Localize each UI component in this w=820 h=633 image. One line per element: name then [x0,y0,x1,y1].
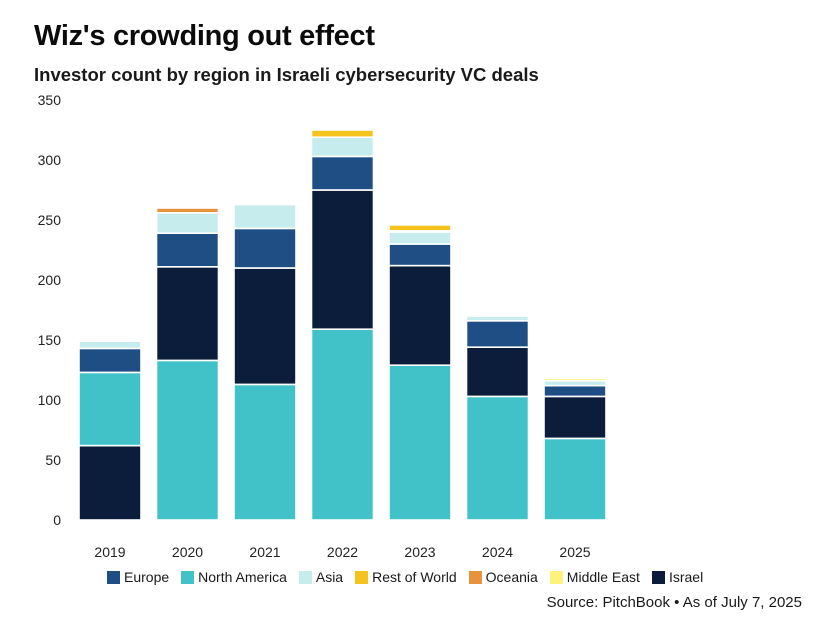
stacked-bar-chart: 0 50 100 150 200 250 300 350 2019 2020 2021 2022 202… [38,92,607,560]
bar-segment-north-america-2025 [543,437,607,521]
legend-item-europe: Europe [107,569,169,585]
legend-swatch-europe [107,570,120,584]
bar-segment-north-america-2024 [465,395,530,521]
x-tick-label: 2019 [94,544,125,560]
bar-segment-rest-of-world-2022 [310,129,375,138]
bar-segment-asia-2023 [388,231,452,245]
y-tick-label: 350 [38,92,62,108]
bar-segment-israel-2023 [388,264,452,367]
bar-segment-israel-2025 [543,395,607,440]
bar-segment-asia-2020 [155,212,220,235]
y-tick-label: 50 [45,452,61,468]
bar-segment-north-america-2022 [310,328,375,521]
legend-label-north-america: North America [198,569,287,585]
legend-label-europe: Europe [124,569,170,585]
bar-segment-asia-2019 [78,340,142,350]
bar-segment-oceania-2023 [388,222,452,226]
bar-segment-north-america-2023 [388,364,452,521]
legend-swatch-asia [298,570,312,584]
bar-segment-europe-2024 [465,319,530,348]
source-note: Source: PitchBook • As of July 7, 2025 [546,594,802,611]
legend-label-asia: Asia [315,569,344,585]
x-tick-label: 2022 [327,544,358,560]
legend-item-israel: Israel [651,569,704,585]
legend-item-asia: Asia [298,569,344,585]
x-tick-label: 2025 [559,544,590,560]
legend-label-rest-of-world: Rest of World [372,569,457,585]
chart-title: Wiz's crowding out effect [34,20,375,52]
bar-segment-europe-2023 [388,243,452,267]
bar-segment-north-america-2019 [78,371,142,447]
bar-segment-israel-2024 [465,346,530,398]
bar-segment-north-america-2020 [155,359,220,521]
bar-segment-asia-2021 [233,203,297,230]
x-tick-label: 2020 [172,544,203,560]
legend-label-oceania: Oceania [485,569,538,585]
legend-item-rest-of-world: Rest of World [355,569,457,585]
y-tick-label: 200 [38,272,62,288]
chart-subtitle: Investor count by region in Israeli cybe… [34,64,539,85]
legend-item-oceania: Oceania [468,569,538,585]
y-tick-label: 0 [53,512,61,528]
bar-segment-europe-2022 [310,155,375,191]
x-tick-label: 2021 [249,544,280,560]
legend-item-north-america: North America [181,569,287,585]
bar-segment-israel-2020 [155,265,220,362]
bar-segment-oceania-2020 [155,207,220,214]
bar-segment-israel-2021 [233,267,297,386]
legend-label-israel: Israel [668,569,704,585]
legend-item-middle-east: Middle East [549,569,640,585]
bar-segment-north-america-2021 [233,383,297,521]
legend-swatch-north-america [181,570,195,584]
legend-label-middle-east: Middle East [566,569,640,585]
bar-segment-rest-of-world-2023 [388,224,452,232]
x-tick-label: 2023 [404,544,435,560]
y-tick-label: 300 [38,152,62,168]
y-tick-label: 150 [38,332,62,348]
legend-swatch-israel [651,570,665,584]
y-tick-label: 100 [38,392,62,408]
legend-swatch-middle-east [549,570,563,584]
bar-segment-europe-2025 [543,384,607,398]
bar-segment-israel-2019 [78,444,142,521]
bar-segment-europe-2020 [155,232,220,268]
y-tick-label: 250 [38,212,62,228]
legend-swatch-oceania [468,570,482,584]
bar-segment-europe-2019 [78,347,142,374]
x-tick-label: 2024 [482,544,513,560]
bar-segment-asia-2022 [310,136,375,158]
bar-segment-europe-2021 [233,227,297,269]
legend-swatch-rest-of-world [355,570,369,584]
chart-legend: Europe North America Asia Rest of World … [107,569,703,585]
bar-segment-middle-east-2025 [543,377,607,382]
bar-segment-oceania-2021 [233,201,297,204]
bar-segment-oceania-2019 [78,339,142,342]
bar-segment-oceania-2024 [465,312,530,316]
bar-segment-israel-2022 [310,189,375,330]
